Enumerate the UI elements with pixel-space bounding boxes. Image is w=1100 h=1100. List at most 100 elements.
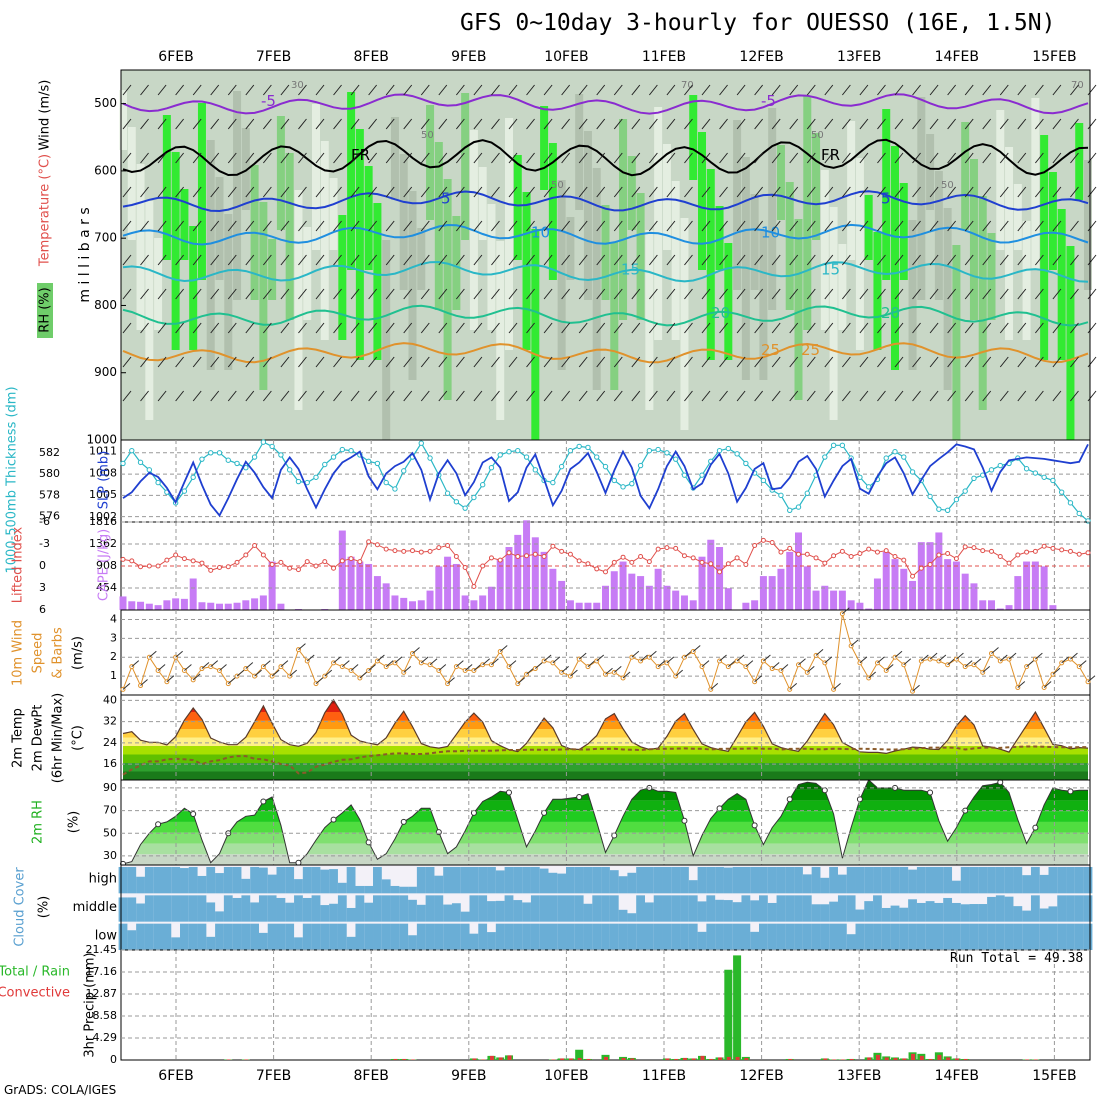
cloud-bar-low xyxy=(215,923,224,950)
wind-barb xyxy=(122,220,132,232)
wind-barb-surface xyxy=(719,654,727,662)
cloud-bar-low xyxy=(267,923,277,950)
pressure-tick-label: 500 xyxy=(94,96,117,110)
wind-barb xyxy=(1087,356,1097,368)
cloud-bar-middle xyxy=(1057,895,1067,922)
wind-barb xyxy=(368,152,378,164)
wind-barb xyxy=(964,322,974,334)
wind-barb-surface xyxy=(315,677,324,685)
wind-barb xyxy=(508,322,518,334)
cloud-bar-low xyxy=(723,923,733,950)
wind-barb xyxy=(877,186,886,198)
thickness-point xyxy=(681,472,688,478)
wind-barb-surface xyxy=(754,675,762,683)
wind-barb xyxy=(929,84,939,96)
rh-side-swatch xyxy=(37,283,53,338)
rh-band xyxy=(794,219,803,400)
wind-barb-surface xyxy=(763,654,771,662)
li-point xyxy=(760,537,766,543)
cloud-bar-high xyxy=(522,867,531,894)
wind-barb xyxy=(420,118,430,130)
run-total: Run Total = 49.38 xyxy=(950,951,1083,966)
precip-convective-bar xyxy=(630,1058,635,1060)
cape-bar xyxy=(216,603,223,610)
cloud-bar-high xyxy=(837,874,847,894)
rh-band xyxy=(294,190,303,410)
cape-bar xyxy=(593,602,601,610)
wind-barb xyxy=(561,84,571,96)
cloud-bar-middle xyxy=(908,899,917,922)
thickness-point xyxy=(857,474,863,480)
thickness-point xyxy=(322,461,328,468)
wind-barb xyxy=(824,390,834,402)
cloud-bar-low xyxy=(346,936,356,950)
cloud-bar-middle xyxy=(846,895,856,922)
rh-band xyxy=(408,191,417,380)
cloud-bar-low xyxy=(1057,923,1067,950)
cloud-bar-low xyxy=(513,923,523,950)
wind-barb xyxy=(631,186,641,198)
precip-convective-bar xyxy=(744,1057,749,1060)
wind-barb xyxy=(192,288,202,300)
thickness-point xyxy=(655,446,661,453)
wind-barb xyxy=(841,254,851,266)
precip-convective-bar xyxy=(586,1058,591,1060)
cloud-bar-low xyxy=(741,923,751,950)
cloud-bar-low xyxy=(153,923,163,950)
wind-barb xyxy=(613,186,623,198)
pressure-tick-label: 700 xyxy=(94,231,117,245)
cloud-bar-middle xyxy=(662,895,672,922)
li-point xyxy=(541,553,547,559)
thickness-point xyxy=(523,454,530,460)
li-point xyxy=(506,550,512,556)
wind-barb xyxy=(473,152,483,164)
wind-barb-surface xyxy=(350,664,359,671)
li-point xyxy=(892,553,898,559)
wind-barb xyxy=(385,152,395,164)
wind-barb xyxy=(648,390,658,402)
bottom-day-label: 12FEB xyxy=(739,1068,783,1084)
wind-barb xyxy=(1034,356,1044,368)
cloud-bar-middle xyxy=(723,900,733,922)
li-point xyxy=(559,548,565,554)
rh-band xyxy=(917,97,926,300)
precip-convective-bar xyxy=(691,1058,696,1060)
wind-barb-surface xyxy=(508,660,517,668)
wind-barb xyxy=(999,288,1009,300)
cloud-bar-low xyxy=(908,923,917,950)
wind-barb xyxy=(508,390,518,402)
rh-contour-label: 70 xyxy=(681,80,694,91)
thickness-point xyxy=(795,504,802,510)
wind-barb xyxy=(455,84,465,96)
rh-band xyxy=(768,108,777,310)
cloud-bar-middle xyxy=(864,901,874,922)
wind-barb xyxy=(526,186,535,198)
wind-barb xyxy=(192,322,202,334)
cloud-bar-low xyxy=(680,923,689,950)
cape-bar xyxy=(830,590,838,610)
cape-bar xyxy=(724,588,732,610)
cloud-bar-high xyxy=(144,867,154,894)
wind-barb xyxy=(578,322,588,334)
rh-band xyxy=(706,169,715,360)
rh-band xyxy=(654,107,663,340)
wind-barb xyxy=(333,84,342,96)
cloud-bar-middle xyxy=(837,895,847,922)
wind-barb xyxy=(736,186,746,198)
wind-barb-surface xyxy=(587,660,596,668)
wind-barb xyxy=(438,288,448,300)
wind-barb xyxy=(420,186,430,198)
rh-band xyxy=(496,241,505,420)
wind-barb xyxy=(491,84,500,96)
wind-barb xyxy=(227,356,237,368)
wind-barb xyxy=(999,220,1009,232)
wind-barb-surface xyxy=(789,682,798,690)
cloud-bar-middle xyxy=(759,895,768,922)
cloud-bar-middle xyxy=(171,895,181,922)
cloud-bar-low xyxy=(241,923,251,950)
cloud-bar-high xyxy=(1039,874,1049,894)
rh-band xyxy=(1057,209,1066,360)
wind-barb xyxy=(859,152,869,164)
cloud-bar-low xyxy=(662,923,672,950)
cloud-bar-low xyxy=(960,923,970,950)
